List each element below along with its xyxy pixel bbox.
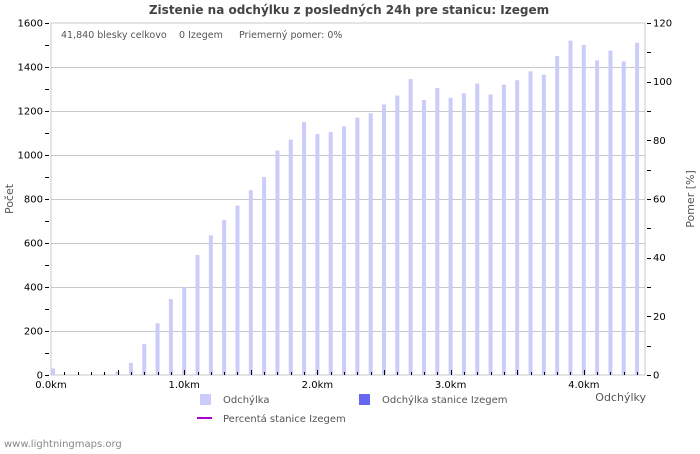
bar (608, 50, 613, 375)
right-axis-label: Pomer [%] (684, 170, 697, 228)
bar (515, 80, 520, 375)
bar (288, 139, 293, 375)
bar (368, 113, 373, 375)
bar (621, 61, 626, 375)
bar (195, 255, 200, 375)
y2-tick-label: 40 (653, 253, 666, 264)
bar (528, 71, 533, 376)
plot-frame (50, 22, 646, 376)
bar (328, 131, 333, 375)
y2-tick-label: 0 (653, 371, 659, 382)
bar (315, 134, 320, 375)
y-tick-label: 1200 (18, 107, 43, 118)
bar (168, 299, 173, 375)
left-axis: 0 200 400 600 800 1000 1200 1400 1600 (18, 19, 49, 382)
legend-item-percent: Percentá stanice Izegem (197, 413, 346, 425)
legend-label: Odchýlka (223, 394, 270, 406)
y-tick-label: 800 (24, 195, 43, 206)
x-tick-label: 2.0km (302, 380, 333, 391)
footer-link[interactable]: www.lightningmaps.org (4, 439, 122, 450)
legend: Odchýlka Odchýlka stanice Izegem Percent… (197, 394, 507, 425)
bar (488, 94, 493, 375)
x-tick-label: 0.0km (35, 380, 66, 391)
bar (475, 83, 480, 375)
bar (501, 84, 506, 375)
y-tick-label: 1400 (18, 63, 43, 74)
y-tick-label: 0 (37, 371, 43, 382)
y-tick-label: 200 (24, 327, 43, 338)
bar (262, 177, 267, 375)
bar (51, 368, 55, 375)
bar (115, 371, 120, 375)
bar (395, 95, 400, 375)
legend-swatch (359, 394, 370, 405)
legend-item-odchylka: Odchýlka (200, 394, 270, 406)
bar (222, 219, 227, 375)
bar (302, 122, 307, 375)
bar (235, 205, 240, 375)
bar (248, 190, 253, 375)
x-axis-ticks: 0.0km 1.0km 2.0km 3.0km 4.0km (35, 370, 638, 391)
bar (435, 87, 440, 376)
bar (595, 60, 600, 376)
legend-item-station: Odchýlka stanice Izegem (359, 394, 507, 406)
total-count-text: 41,840 blesky celkovo (61, 30, 167, 41)
bar (155, 323, 160, 375)
bar (355, 117, 360, 375)
bar (461, 93, 466, 376)
bar (541, 74, 546, 375)
bar (208, 235, 213, 375)
bar (342, 126, 347, 376)
gridlines (51, 67, 645, 332)
legend-label: Percentá stanice Izegem (223, 413, 346, 425)
x-tick-label: 1.0km (168, 380, 199, 391)
chart-title: Zistenie na odchýlku z posledných 24h pr… (149, 3, 549, 17)
y-tick-label: 1600 (18, 19, 43, 30)
bar (635, 42, 640, 376)
y2-tick-label: 60 (653, 195, 666, 206)
x-tick-label: 3.0km (435, 380, 466, 391)
bar (555, 56, 560, 375)
y-tick-label: 600 (24, 239, 43, 250)
bar (382, 104, 386, 376)
left-axis-label: Počet (3, 183, 16, 214)
y2-tick-label: 100 (653, 77, 672, 88)
right-axis: 0 20 40 60 80 100 120 (647, 19, 672, 382)
bar-series (51, 40, 640, 376)
bar (581, 45, 586, 375)
bar (408, 79, 413, 375)
bar (142, 344, 147, 375)
bar (182, 287, 187, 375)
bar (275, 150, 280, 375)
x-tick-label: 4.0km (568, 380, 599, 391)
legend-swatch (200, 394, 211, 405)
x-axis-label: Odchýlky (595, 391, 646, 404)
average-ratio-text: Priemerný pomer: 0% (239, 30, 342, 41)
bar (568, 40, 573, 375)
station-count-text: 0 Izegem (179, 30, 223, 41)
bar (421, 100, 426, 375)
y-tick-label: 400 (24, 283, 43, 294)
bar (448, 97, 453, 376)
y2-tick-label: 120 (653, 19, 672, 30)
legend-label: Odchýlka stanice Izegem (382, 394, 507, 406)
y2-tick-label: 20 (653, 312, 666, 323)
bar (128, 362, 133, 375)
y2-tick-label: 80 (653, 136, 666, 147)
y-tick-label: 1000 (18, 151, 43, 162)
